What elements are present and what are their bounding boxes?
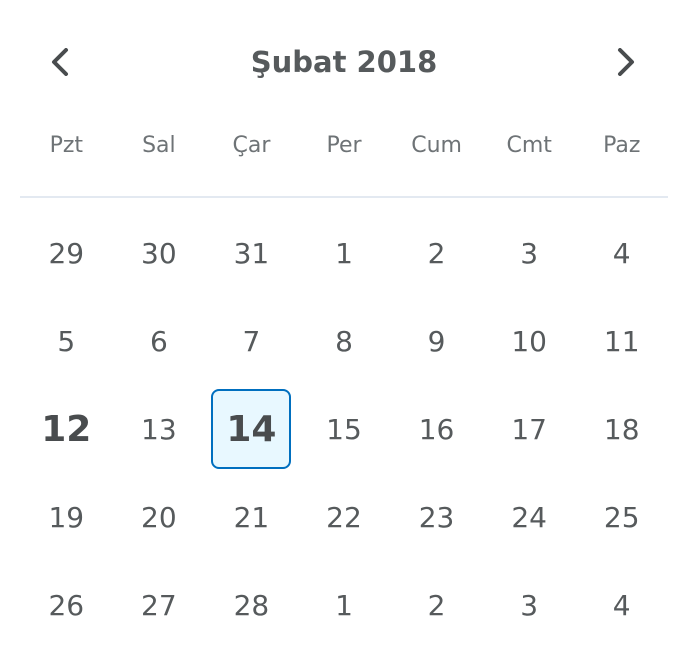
calendar-day[interactable]: 6 <box>149 324 168 358</box>
calendar-day[interactable]: 18 <box>603 412 640 446</box>
calendar-day[interactable]: 5 <box>57 324 76 358</box>
calendar-day[interactable]: 16 <box>418 412 455 446</box>
calendar-day[interactable]: 26 <box>48 588 85 622</box>
calendar-day[interactable]: 2 <box>427 236 446 270</box>
calendar-day[interactable]: 15 <box>326 412 362 446</box>
weekday-header-row: Pzt Sal Çar Per Cum Cmt Paz <box>20 118 668 174</box>
weekday-label: Sal <box>142 133 176 158</box>
prev-month-button[interactable] <box>28 30 92 94</box>
month-title: Şubat 2018 <box>250 45 438 79</box>
header-divider <box>20 196 668 198</box>
next-month-button[interactable] <box>594 30 658 94</box>
calendar-day[interactable]: 24 <box>511 500 547 534</box>
calendar-day[interactable]: 1 <box>335 236 353 270</box>
calendar-day-grid: 29 30 31 1 2 3 4 5 6 7 8 9 10 11 12 13 1… <box>20 209 668 649</box>
weekday-label: Paz <box>603 133 641 158</box>
calendar-day[interactable]: 1 <box>335 588 353 622</box>
calendar-day-today[interactable]: 12 <box>41 408 92 450</box>
chevron-left-icon <box>52 48 68 76</box>
calendar-day[interactable]: 3 <box>520 236 539 270</box>
calendar-day[interactable]: 9 <box>427 324 446 358</box>
weekday-label: Cum <box>411 133 462 158</box>
weekday-label: Çar <box>232 133 271 158</box>
calendar-header: Şubat 2018 <box>0 30 688 94</box>
calendar-day[interactable]: 25 <box>603 500 640 534</box>
calendar-day[interactable]: 2 <box>427 588 446 622</box>
calendar-day[interactable]: 29 <box>48 236 85 270</box>
calendar-day[interactable]: 8 <box>335 324 353 358</box>
calendar-day[interactable]: 11 <box>603 324 640 358</box>
calendar-day[interactable]: 3 <box>520 588 539 622</box>
calendar-day[interactable]: 13 <box>141 412 177 446</box>
calendar-day[interactable]: 20 <box>141 500 177 534</box>
calendar-day[interactable]: 27 <box>141 588 177 622</box>
weekday-label: Pzt <box>49 133 84 158</box>
calendar-day[interactable]: 31 <box>233 236 270 270</box>
selected-day-highlight <box>211 389 292 469</box>
calendar-day[interactable]: 4 <box>612 236 631 270</box>
calendar-day[interactable]: 28 <box>233 588 270 622</box>
calendar-day[interactable]: 21 <box>233 500 270 534</box>
calendar-day[interactable]: 17 <box>511 412 547 446</box>
chevron-right-icon <box>618 48 634 76</box>
calendar-day[interactable]: 30 <box>141 236 177 270</box>
weekday-label: Per <box>326 133 362 158</box>
calendar-day[interactable]: 23 <box>418 500 455 534</box>
selected-day-label: 14 <box>226 408 277 450</box>
calendar-day[interactable]: 7 <box>242 324 261 358</box>
calendar-day[interactable]: 19 <box>48 500 85 534</box>
calendar-day-selected[interactable]: 14 <box>205 385 298 473</box>
calendar-day[interactable]: 10 <box>511 324 547 358</box>
calendar-day[interactable]: 22 <box>326 500 362 534</box>
weekday-label: Cmt <box>506 133 552 158</box>
calendar-day[interactable]: 4 <box>612 588 631 622</box>
